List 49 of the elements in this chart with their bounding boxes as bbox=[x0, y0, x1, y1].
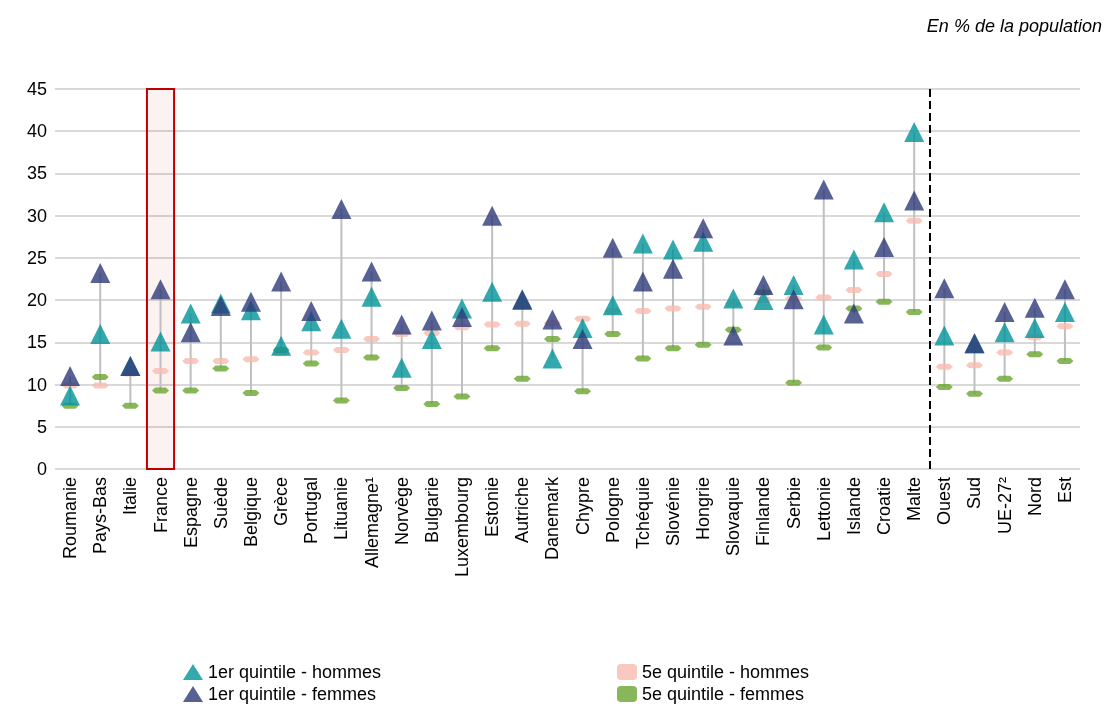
x-tick-label: Ouest bbox=[934, 477, 955, 526]
legend-label: 1er quintile - femmes bbox=[208, 684, 377, 704]
x-tick-label: Finlande bbox=[753, 477, 774, 547]
x-tick-label: Bulgarie bbox=[421, 477, 442, 544]
x-tick-label: Grèce bbox=[271, 477, 292, 527]
y-tick-label: 15 bbox=[26, 332, 47, 353]
y-tick-label: 30 bbox=[26, 205, 47, 226]
x-tick-label: Slovaquie bbox=[723, 477, 744, 557]
legend-label: 1er quintile - hommes bbox=[208, 662, 382, 682]
x-tick-label: Danemark bbox=[542, 476, 563, 561]
y-tick-label: 10 bbox=[26, 374, 47, 395]
y-tick-label: 0 bbox=[36, 459, 47, 479]
x-tick-label: Sud bbox=[964, 477, 985, 510]
x-tick-label: Portugal bbox=[301, 477, 322, 545]
x-tick-label: Allemagne¹ bbox=[361, 477, 382, 569]
x-tick-label: Est bbox=[1054, 477, 1075, 504]
x-tick-label: Croatie bbox=[874, 477, 895, 536]
x-tick-label: Italie bbox=[120, 477, 141, 516]
y-tick-label: 45 bbox=[26, 79, 47, 99]
x-tick-label: Roumanie bbox=[60, 477, 81, 560]
x-tick-label: Norvège bbox=[391, 477, 412, 546]
x-tick-label: Luxembourg bbox=[451, 477, 472, 578]
x-tick-label: Autriche bbox=[512, 477, 533, 544]
x-tick-label: France bbox=[150, 477, 171, 534]
x-tick-label: Hongrie bbox=[693, 477, 714, 541]
y-tick-label: 35 bbox=[26, 163, 47, 184]
y-tick-label: 25 bbox=[26, 247, 47, 268]
legend-label: 5e quintile - femmes bbox=[642, 684, 805, 704]
y-tick-label: 5 bbox=[36, 416, 47, 437]
x-tick-label: Lituanie bbox=[331, 477, 352, 541]
x-tick-label: Suède bbox=[210, 477, 231, 530]
y-tick-label: 40 bbox=[26, 121, 47, 142]
x-tick-label: Lettonie bbox=[813, 477, 834, 542]
x-tick-label: Serbie bbox=[783, 477, 804, 530]
x-tick-label: Espagne bbox=[180, 477, 201, 549]
x-tick-label: Tchéquie bbox=[632, 477, 653, 550]
x-tick-label: UE-27² bbox=[994, 477, 1015, 535]
x-tick-label: Pologne bbox=[602, 477, 623, 544]
x-tick-label: Pays-Bas bbox=[90, 477, 111, 555]
x-tick-label: Estonie bbox=[482, 477, 503, 538]
x-tick-label: Chypre bbox=[572, 477, 593, 536]
legend-label: 5e quintile - hommes bbox=[642, 662, 810, 682]
x-tick-label: Malte bbox=[904, 477, 925, 522]
y-tick-label: 20 bbox=[26, 290, 47, 311]
y-axis-title: En % de la population bbox=[926, 16, 1103, 36]
x-tick-label: Islande bbox=[843, 477, 864, 536]
x-tick-label: Belgique bbox=[240, 477, 261, 548]
x-tick-label: Slovénie bbox=[663, 477, 684, 547]
x-tick-label: Nord bbox=[1024, 477, 1045, 517]
